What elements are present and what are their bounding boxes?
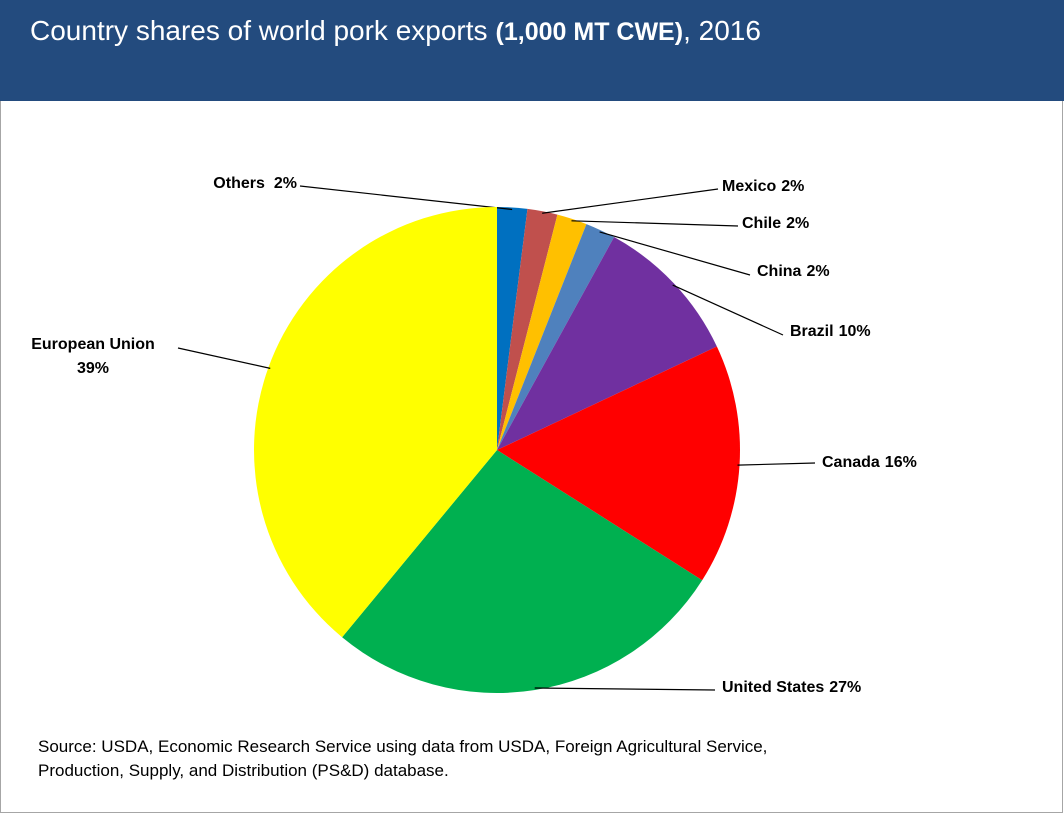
title-units: (1,000 MT CWE) bbox=[496, 18, 684, 46]
leader-line bbox=[542, 188, 719, 214]
pie-slice bbox=[497, 207, 528, 450]
leader-line bbox=[672, 284, 784, 336]
label-name: China bbox=[757, 263, 802, 280]
label-name: Mexico bbox=[722, 178, 776, 195]
label-value: 39% bbox=[77, 360, 109, 377]
label-value: 16% bbox=[885, 454, 917, 471]
label-value: 2% bbox=[781, 178, 804, 195]
slice-label: United States 27% bbox=[722, 679, 861, 696]
label-value: 27% bbox=[829, 679, 861, 696]
slice-label: Others 2% bbox=[213, 175, 297, 192]
label-name: Chile bbox=[742, 215, 781, 232]
pie-slice bbox=[497, 214, 587, 450]
chart-title: Country shares of world pork exports (1,0… bbox=[30, 15, 761, 46]
source-note: Source: USDA, Economic Research Service … bbox=[38, 737, 767, 756]
pie-slice bbox=[253, 207, 497, 638]
label-name: United States bbox=[722, 679, 824, 696]
slice-label: Mexico 2% bbox=[722, 178, 804, 195]
label-name: Brazil bbox=[790, 323, 834, 340]
title-main: Country shares of world pork exports bbox=[30, 15, 488, 46]
leader-line bbox=[177, 347, 271, 369]
slice-label: China 2% bbox=[757, 263, 830, 280]
leader-line bbox=[299, 185, 513, 211]
slice-label: Chile 2% bbox=[742, 215, 809, 232]
leader-line bbox=[534, 687, 716, 691]
label-value: 2% bbox=[806, 263, 829, 280]
label-name: Others bbox=[213, 175, 265, 192]
header-bar bbox=[0, 0, 1064, 101]
label-value: 2% bbox=[274, 175, 297, 192]
title-suffix: , 2016 bbox=[683, 15, 761, 46]
pie-slice bbox=[497, 346, 740, 581]
leader-line bbox=[599, 231, 751, 276]
pie-slice bbox=[497, 224, 615, 450]
leader-line bbox=[571, 220, 739, 227]
pie-slice bbox=[497, 237, 717, 450]
source-note: Production, Supply, and Distribution (PS… bbox=[38, 761, 449, 780]
label-name: Canada bbox=[822, 454, 880, 471]
label-name: European Union bbox=[31, 336, 155, 353]
label-value: 2% bbox=[786, 215, 809, 232]
slice-label: European Union 39% bbox=[31, 336, 155, 377]
slice-label: Canada 16% bbox=[822, 454, 917, 471]
pie-slice bbox=[497, 208, 558, 450]
leader-line bbox=[737, 462, 816, 466]
label-value: 10% bbox=[839, 323, 871, 340]
slice-label: Brazil 10% bbox=[790, 323, 871, 340]
pie-slice bbox=[342, 450, 703, 693]
